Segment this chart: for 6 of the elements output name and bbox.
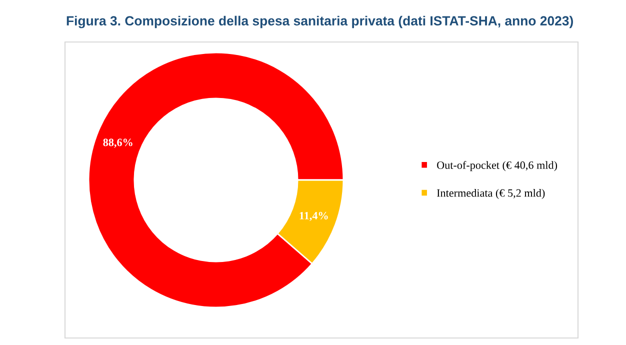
data-label: 11,4% bbox=[300, 212, 328, 222]
legend-label: Intermediata (€ 5,2 mld) bbox=[436, 188, 545, 200]
data-label: 88,6% bbox=[103, 138, 132, 148]
legend-label: Out-of-pocket (€ 40,6 mld) bbox=[437, 160, 558, 172]
donut-slice bbox=[88, 52, 344, 308]
chart-title: Figura 3. Composizione della spesa sanitaria privata (dati ISTAT-SHA, anno 2023) bbox=[66, 16, 573, 28]
